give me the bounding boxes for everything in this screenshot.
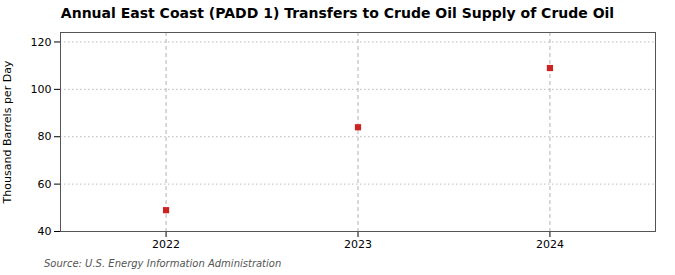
svg-text:120: 120 xyxy=(31,35,52,48)
svg-text:60: 60 xyxy=(38,178,52,191)
svg-text:2024: 2024 xyxy=(536,238,564,251)
html-text:Annual East Coast (PADD 1) Tra: Annual East Coast (PADD 1) Transfers to … xyxy=(60,5,615,21)
html-text:Source: U.S. Energy Informatio: Source: U.S. Energy Information Administ… xyxy=(44,258,282,269)
svg-text:100: 100 xyxy=(31,83,52,96)
svg-text:Thousand Barrels per Day: Thousand Barrels per Day xyxy=(1,60,14,204)
svg-text:40: 40 xyxy=(38,225,52,238)
svg-text:2022: 2022 xyxy=(152,238,180,251)
svg-text:80: 80 xyxy=(38,130,52,143)
svg-text:2023: 2023 xyxy=(344,238,372,251)
